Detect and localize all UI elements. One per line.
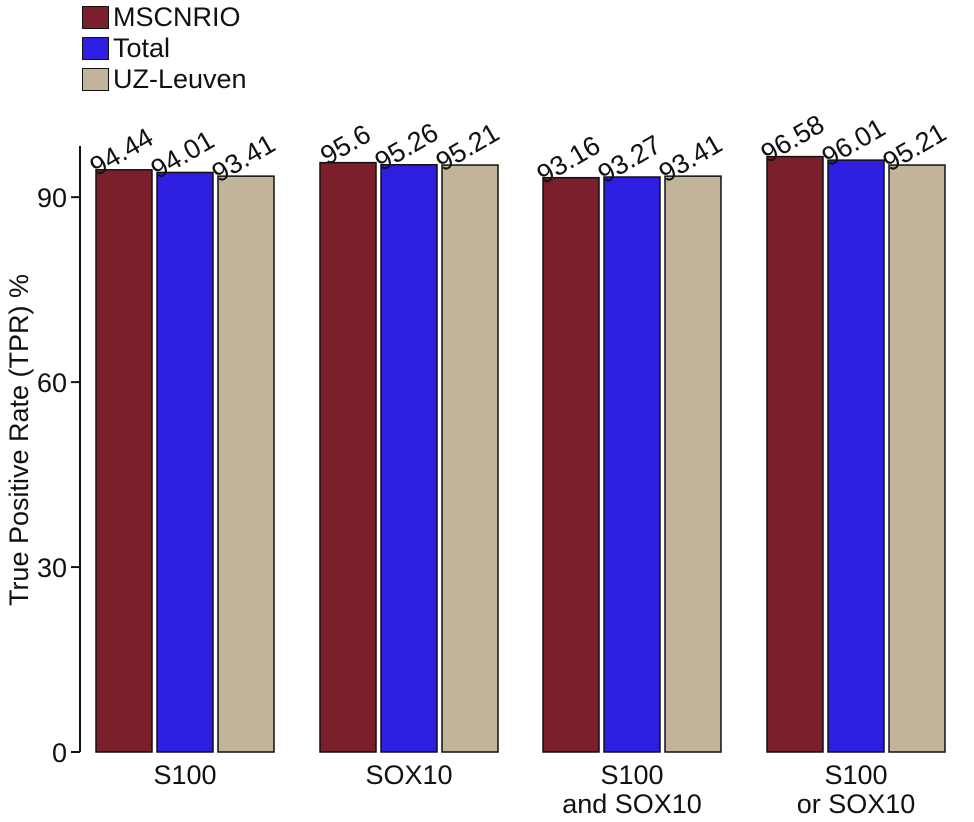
bar-total [827, 159, 885, 753]
legend-label-total: Total [113, 33, 171, 63]
legend-item-mscnrio: MSCNRIO [82, 2, 247, 33]
legend: MSCNRIO Total UZ-Leuven [82, 2, 247, 95]
y-tick-label: 0 [52, 738, 67, 768]
legend-label-uz-leuven: UZ-Leuven [113, 64, 247, 94]
y-axis: 0 30 60 90 [37, 146, 81, 768]
bar-uz-leuven [888, 164, 946, 753]
bar-mscnrio [542, 176, 600, 753]
x-tick-label-line: S100 [600, 760, 663, 790]
x-tick-label: SOX10 [365, 760, 452, 790]
y-tick-label: 90 [37, 183, 67, 213]
x-tick-label-line: or SOX10 [797, 789, 916, 819]
x-tick-label-line: SOX10 [365, 760, 452, 790]
bar-total [156, 171, 214, 753]
legend-item-uz-leuven: UZ-Leuven [82, 64, 247, 95]
bar-mscnrio [95, 169, 153, 753]
legend-swatch-uz-leuven [82, 68, 109, 91]
x-tick-label-line: S100 [153, 760, 216, 790]
bar-uz-leuven [664, 175, 722, 753]
x-tick-label-line: and SOX10 [562, 789, 702, 819]
bar-mscnrio [319, 161, 377, 753]
bar-total [380, 163, 438, 753]
bar-mscnrio [766, 155, 824, 753]
legend-swatch-total [82, 37, 109, 60]
bar-uz-leuven [441, 164, 499, 753]
y-tick-label: 30 [37, 553, 67, 583]
x-tick-label: S100 [153, 760, 216, 790]
y-axis-title: True Positive Rate (TPR) % [4, 274, 34, 606]
legend-swatch-mscnrio [82, 6, 109, 29]
x-tick-label-line: S100 [824, 760, 887, 790]
x-tick-label: S100 or SOX10 [797, 760, 916, 819]
bar-total [603, 176, 661, 753]
bar-uz-leuven [217, 175, 275, 753]
legend-label-mscnrio: MSCNRIO [113, 2, 241, 32]
x-tick-label: S100 and SOX10 [562, 760, 702, 819]
bars [95, 155, 946, 753]
y-tick-label: 60 [37, 368, 67, 398]
legend-item-total: Total [82, 33, 247, 64]
